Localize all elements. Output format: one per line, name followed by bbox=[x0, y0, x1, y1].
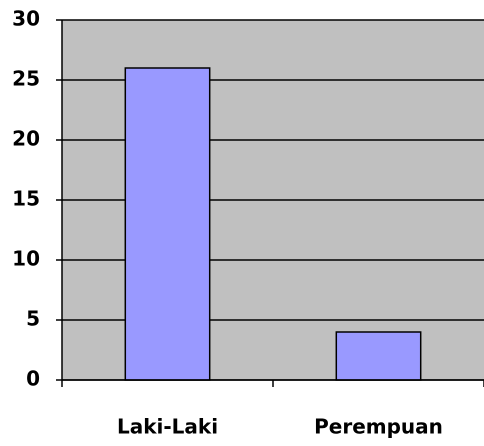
bar bbox=[124, 67, 211, 381]
x-tick-label: Perempuan bbox=[314, 415, 443, 439]
y-tick-label: 25 bbox=[12, 67, 40, 91]
y-tick-label: 30 bbox=[12, 7, 40, 31]
bar bbox=[335, 331, 422, 381]
y-tick-label: 0 bbox=[26, 367, 40, 391]
y-tick-label: 20 bbox=[12, 127, 40, 151]
x-tick-label: Laki-Laki bbox=[117, 415, 218, 439]
y-tick-label: 5 bbox=[26, 307, 40, 331]
y-tick-label: 15 bbox=[12, 187, 40, 211]
y-tick-label: 10 bbox=[12, 247, 40, 271]
